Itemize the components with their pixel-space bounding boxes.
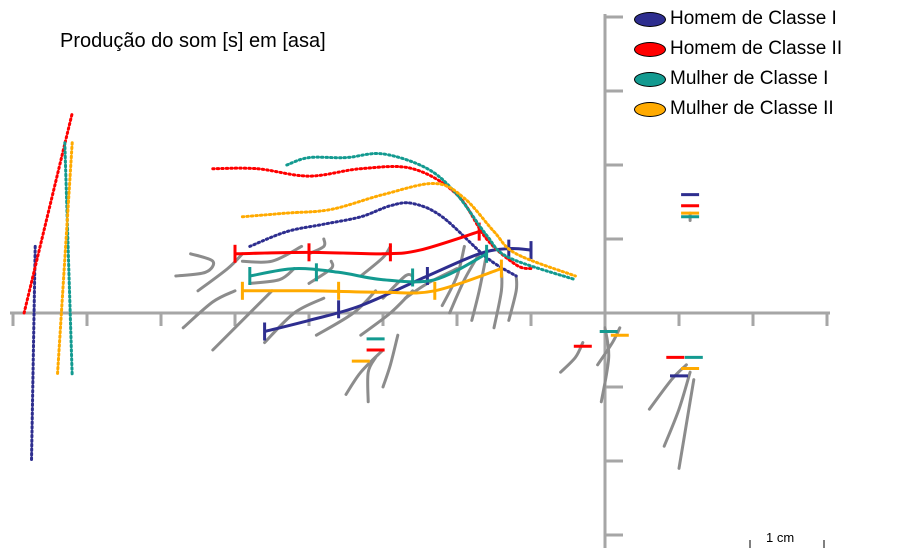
grey-trace xyxy=(596,326,622,367)
chart-title: Produção do som [s] em [asa] xyxy=(60,30,326,52)
grey-trace xyxy=(181,289,237,330)
legend-item-mulher-classe-i: Mulher de Classe I xyxy=(634,64,842,94)
series-left-dotted xyxy=(63,141,74,378)
grey-trace xyxy=(677,378,696,470)
legend-label: Homem de Classe I xyxy=(670,8,837,29)
legend-label: Mulher de Classe I xyxy=(670,68,829,89)
series-line xyxy=(234,230,480,256)
grey-trace xyxy=(470,252,489,322)
series-left-dotted xyxy=(22,111,74,315)
series-line xyxy=(242,267,502,295)
grey-trace xyxy=(263,296,326,345)
grey-trace xyxy=(359,244,392,278)
scale-bar-label: 1 cm xyxy=(766,530,795,545)
grey-trace xyxy=(507,274,519,322)
grey-trace xyxy=(314,289,378,337)
grey-trace xyxy=(307,259,335,285)
grey-trace xyxy=(344,348,385,396)
chart-legend: Homem de Classe I Homem de Classe II Mul… xyxy=(634,4,842,124)
legend-swatch-mulher-classe-i xyxy=(634,71,666,87)
grey-trace xyxy=(196,252,244,293)
legend-item-mulher-classe-ii: Mulher de Classe II xyxy=(634,94,842,124)
series-line xyxy=(249,252,488,284)
grey-trace xyxy=(599,326,611,404)
grey-trace xyxy=(662,370,692,448)
grey-trace xyxy=(240,244,304,264)
legend-swatch-homem-classe-ii xyxy=(634,41,666,57)
legend-label: Homem de Classe II xyxy=(670,38,843,59)
legend-item-homem-classe-i: Homem de Classe I xyxy=(634,4,842,34)
grey-trace xyxy=(440,244,466,308)
series-left-dotted xyxy=(55,141,74,378)
grey-trace xyxy=(174,252,216,278)
legend-swatch-mulher-classe-ii xyxy=(634,101,666,117)
series-dotted-curve xyxy=(211,164,533,271)
legend-label: Mulher de Classe II xyxy=(670,98,834,119)
grey-trace xyxy=(248,267,296,285)
legend-item-homem-classe-ii: Homem de Classe II xyxy=(634,34,842,64)
legend-swatch-homem-classe-i xyxy=(634,11,666,27)
grey-trace xyxy=(381,333,400,389)
grey-trace xyxy=(211,289,274,352)
series-dotted-curve xyxy=(248,201,518,278)
series-dotted-curve xyxy=(240,181,577,278)
series-dotted-curve xyxy=(285,152,577,282)
